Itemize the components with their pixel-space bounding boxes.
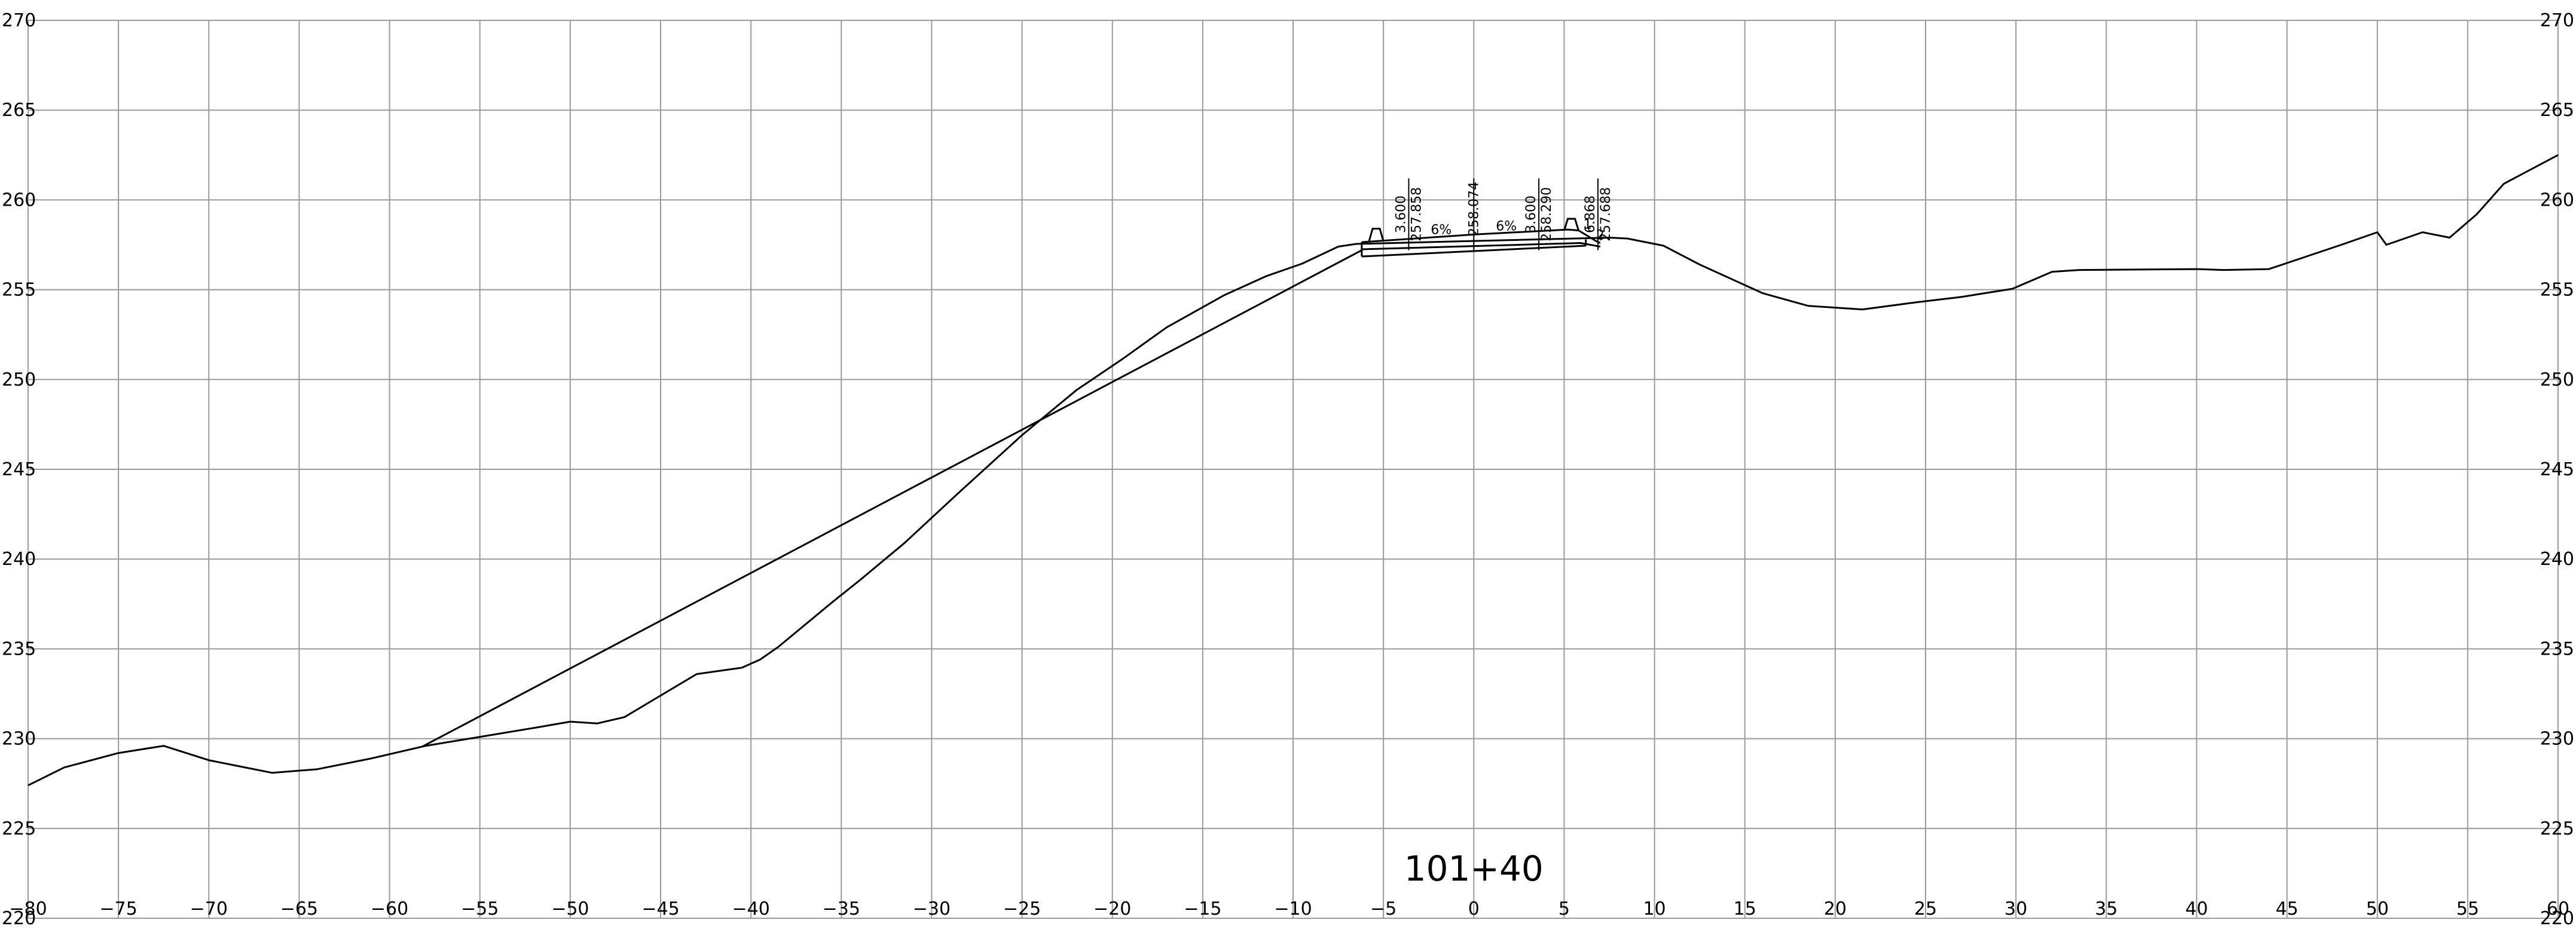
x-tick-label: −80	[9, 899, 47, 919]
annotations: 3.600 257.858 258.074 3.600 258.290 6.868 257.…	[1394, 178, 1614, 250]
y-tick-label-right: 245	[2540, 459, 2574, 480]
annotation-centerline-elevation: 258.074	[1466, 182, 1481, 236]
y-tick-label-left: 255	[2, 280, 36, 301]
profile-lines	[27, 154, 2559, 787]
y-tick-label-left: 225	[2, 818, 36, 839]
x-tick-label: −70	[190, 899, 228, 919]
y-tick-label-left: 245	[2, 459, 36, 480]
y-tick-label-right: 255	[2540, 280, 2574, 301]
y-tick-label-left: 270	[2, 10, 36, 31]
pavement-bottom-line	[1361, 242, 1601, 250]
grid	[27, 20, 2559, 919]
slope-label: 6%	[1496, 219, 1517, 234]
x-tick-label: −25	[1003, 899, 1041, 919]
y-tick-label-right: 235	[2540, 638, 2574, 659]
y-tick-label-right: 265	[2540, 100, 2574, 121]
x-tick-label: 5	[1559, 899, 1570, 919]
x-tick-label: −15	[1184, 899, 1221, 919]
side-slope-label: 2	[1596, 228, 1605, 243]
existing-ground-line	[27, 154, 2559, 787]
y-tick-label-left: 220	[2, 908, 36, 929]
x-tick-label: −10	[1274, 899, 1312, 919]
x-tick-label: −50	[551, 899, 589, 919]
y-tick-label-right: 220	[2540, 908, 2574, 929]
y-tick-label-left: 265	[2, 100, 36, 121]
y-tick-label-left: 240	[2, 549, 36, 570]
annotation-elevation: 258.290	[1539, 187, 1554, 242]
x-tick-label: 10	[1643, 899, 1666, 919]
pavement-top-line	[1361, 228, 1601, 244]
x-tick-label: 50	[2366, 899, 2389, 919]
x-tick-label: 0	[1468, 899, 1480, 919]
x-tick-label: −40	[732, 899, 769, 919]
curb-mark	[1563, 218, 1579, 231]
annotation-elevation: 257.858	[1409, 187, 1424, 242]
y-tick-label-right: 230	[2540, 729, 2574, 750]
x-tick-label: −65	[280, 899, 318, 919]
y-tick-label-right: 225	[2540, 818, 2574, 839]
annotation-offset: 3.600	[1394, 195, 1408, 233]
x-tick-label: 20	[1824, 899, 1847, 919]
x-tick-label: 55	[2456, 899, 2479, 919]
y-tick-label-right: 250	[2540, 369, 2574, 390]
side-slope-label: 1	[1584, 217, 1592, 232]
annotation-elevation: 257.688	[1599, 187, 1614, 242]
y-tick-label-left: 250	[2, 369, 36, 390]
x-tick-label: −55	[461, 899, 499, 919]
station-label: 101+40	[1404, 848, 1544, 889]
y-tick-label-right: 270	[2540, 10, 2574, 31]
slope-label: 6%	[1431, 222, 1452, 237]
x-tick-labels: −80 −75 −70 −65 −60 −55 −50 −45 −40 −35 −30 −25 −20−…	[9, 899, 2569, 919]
y-tick-label-right: 240	[2540, 549, 2574, 570]
x-tick-label: 30	[2004, 899, 2027, 919]
annotation-offset: 3.600	[1524, 195, 1539, 233]
x-tick-label: −75	[99, 899, 137, 919]
proposed-fill-slope-line	[421, 249, 1362, 748]
y-tick-label-left: 260	[2, 190, 36, 210]
x-tick-label: 45	[2275, 899, 2298, 919]
x-tick-label: 40	[2185, 899, 2208, 919]
x-tick-label: 35	[2095, 899, 2117, 919]
x-tick-label: 60	[2547, 899, 2569, 919]
x-tick-label: −20	[1093, 899, 1131, 919]
x-tick-label: −30	[913, 899, 951, 919]
x-tick-label: 15	[1734, 899, 1756, 919]
y-tick-label-left: 230	[2, 729, 36, 750]
y-tick-label-right: 260	[2540, 190, 2574, 210]
x-tick-label: −35	[823, 899, 860, 919]
x-tick-label: −45	[641, 899, 679, 919]
x-tick-label: −5	[1370, 899, 1397, 919]
subbase-bottom-line	[1361, 245, 1586, 258]
curb-mark	[1368, 227, 1385, 242]
x-tick-label: −60	[371, 899, 408, 919]
annotation-offset: 6.868	[1583, 195, 1598, 233]
y-tick-label-left: 235	[2, 638, 36, 659]
x-tick-label: 25	[1914, 899, 1937, 919]
